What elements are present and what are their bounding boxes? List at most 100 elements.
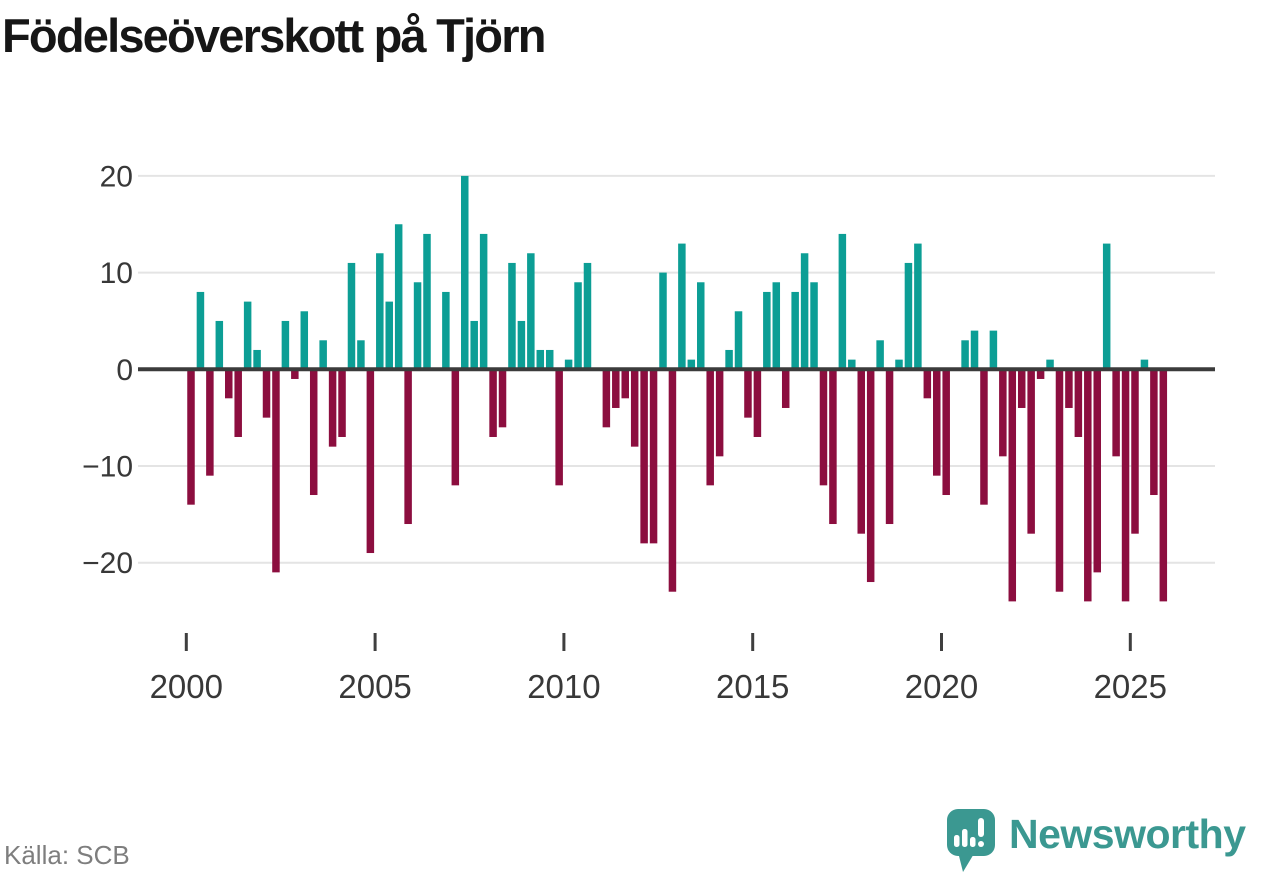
bar-2020-q3 xyxy=(961,340,969,370)
bar-2002-q3 xyxy=(281,320,290,370)
bar-2007-q2 xyxy=(461,175,469,370)
bar-2010-q1 xyxy=(564,359,573,370)
bar-2022-q2 xyxy=(1027,369,1035,534)
bar-2004-q1 xyxy=(338,369,346,437)
bar-2000-q1 xyxy=(187,369,195,505)
bar-2020-q4 xyxy=(970,330,979,370)
bar-2017-q1 xyxy=(829,369,837,525)
bar-2009-q2 xyxy=(536,349,545,370)
bar-2002-q2 xyxy=(272,369,280,573)
bar-2002-q4 xyxy=(291,369,299,379)
bar-2007-q3 xyxy=(470,320,478,370)
bar-2005-q2 xyxy=(385,301,393,370)
logo-exclamation-stem xyxy=(978,818,984,837)
bar-2008-q2 xyxy=(498,369,507,428)
logo-bar-small xyxy=(954,835,960,847)
y-axis-label-20: 20 xyxy=(100,160,133,193)
bar-2017-q2 xyxy=(838,233,847,370)
newsworthy-logo-text: Newsworthy xyxy=(1009,810,1246,857)
bar-2003-q1 xyxy=(300,311,309,370)
bar-2019-q1 xyxy=(904,262,913,370)
x-axis-label-2000: 2000 xyxy=(150,668,223,705)
bar-2025-q3 xyxy=(1150,369,1158,496)
bar-2021-q2 xyxy=(989,330,998,370)
bar-2023-q4 xyxy=(1084,369,1092,602)
bar-2013-q1 xyxy=(678,243,686,370)
bar-2014-q1 xyxy=(715,369,724,457)
bar-2019-q2 xyxy=(914,243,922,370)
bar-2016-q3 xyxy=(810,282,818,370)
bar-2006-q4 xyxy=(442,291,450,370)
x-axis-label-2005: 2005 xyxy=(338,668,411,705)
bar-2020-q1 xyxy=(942,369,950,496)
bar-2019-q4 xyxy=(933,369,941,476)
bar-2025-q1 xyxy=(1131,369,1139,534)
bar-2008-q4 xyxy=(517,320,526,370)
bar-2025-q2 xyxy=(1140,359,1149,370)
bar-2000-q4 xyxy=(215,320,224,370)
bar-2017-q4 xyxy=(857,369,865,534)
bar-2005-q3 xyxy=(394,224,403,370)
logo-exclamation-dot xyxy=(978,841,984,847)
bar-2004-q4 xyxy=(366,369,375,554)
bar-2002-q1 xyxy=(262,369,271,418)
bar-2011-q3 xyxy=(621,369,629,399)
bar-2004-q2 xyxy=(347,262,356,370)
bar-2000-q2 xyxy=(196,291,205,370)
newsworthy-logo: Newsworthy xyxy=(946,808,1246,874)
y-axis-label-10: 10 xyxy=(100,257,133,290)
bar-2013-q3 xyxy=(697,282,705,370)
bar-2011-q4 xyxy=(630,369,639,447)
bar-2010-q2 xyxy=(574,282,582,370)
bar-2008-q1 xyxy=(489,369,497,437)
bar-2001-q4 xyxy=(253,349,261,370)
logo-bar-tall xyxy=(962,829,968,847)
bar-2012-q4 xyxy=(668,369,677,592)
logo-bar-medium xyxy=(970,837,976,847)
bar-2021-q4 xyxy=(1008,369,1017,602)
bar-2003-q4 xyxy=(328,369,337,447)
bar-2001-q2 xyxy=(234,369,242,437)
bar-2000-q3 xyxy=(206,369,214,476)
bar-2012-q3 xyxy=(659,272,667,370)
bar-2009-q1 xyxy=(527,253,535,370)
bar-2007-q1 xyxy=(451,369,460,486)
x-axis-label-2025: 2025 xyxy=(1094,668,1167,705)
bar-2018-q3 xyxy=(885,369,894,525)
bar-2015-q1 xyxy=(753,369,762,437)
bar-2012-q2 xyxy=(649,369,658,544)
bar-2006-q2 xyxy=(423,233,431,370)
bar-2018-q4 xyxy=(895,359,903,370)
bar-2014-q4 xyxy=(744,369,752,418)
bar-2003-q2 xyxy=(309,369,318,496)
bar-2021-q1 xyxy=(980,369,988,505)
source-attribution: Källa: SCB xyxy=(4,840,130,870)
x-axis-label-2010: 2010 xyxy=(527,668,600,705)
bar-2012-q1 xyxy=(640,369,648,544)
bar-2003-q3 xyxy=(319,340,327,370)
bar-2022-q1 xyxy=(1017,369,1026,408)
bar-2013-q4 xyxy=(706,369,714,486)
bar-2001-q1 xyxy=(225,369,233,399)
bar-2023-q1 xyxy=(1055,369,1064,592)
bar-2017-q3 xyxy=(848,359,856,370)
bar-2024-q4 xyxy=(1121,369,1130,602)
bar-2014-q3 xyxy=(734,311,743,370)
bar-2016-q4 xyxy=(819,369,828,486)
bar-2019-q3 xyxy=(923,369,932,399)
bar-2007-q4 xyxy=(479,233,488,370)
bar-2016-q2 xyxy=(800,253,809,370)
bar-2015-q3 xyxy=(772,282,781,370)
bar-2015-q2 xyxy=(763,291,771,370)
chart-title: Födelseöverskott på Tjörn xyxy=(2,9,546,62)
bar-2009-q3 xyxy=(545,349,554,370)
bar-2011-q1 xyxy=(602,369,611,428)
bar-2022-q4 xyxy=(1046,359,1054,370)
x-axis-label-2020: 2020 xyxy=(905,668,978,705)
bar-2008-q3 xyxy=(508,262,516,370)
y-axis-label-0: 0 xyxy=(116,354,133,387)
bar-2014-q2 xyxy=(725,349,733,370)
bar-2005-q4 xyxy=(404,369,412,525)
